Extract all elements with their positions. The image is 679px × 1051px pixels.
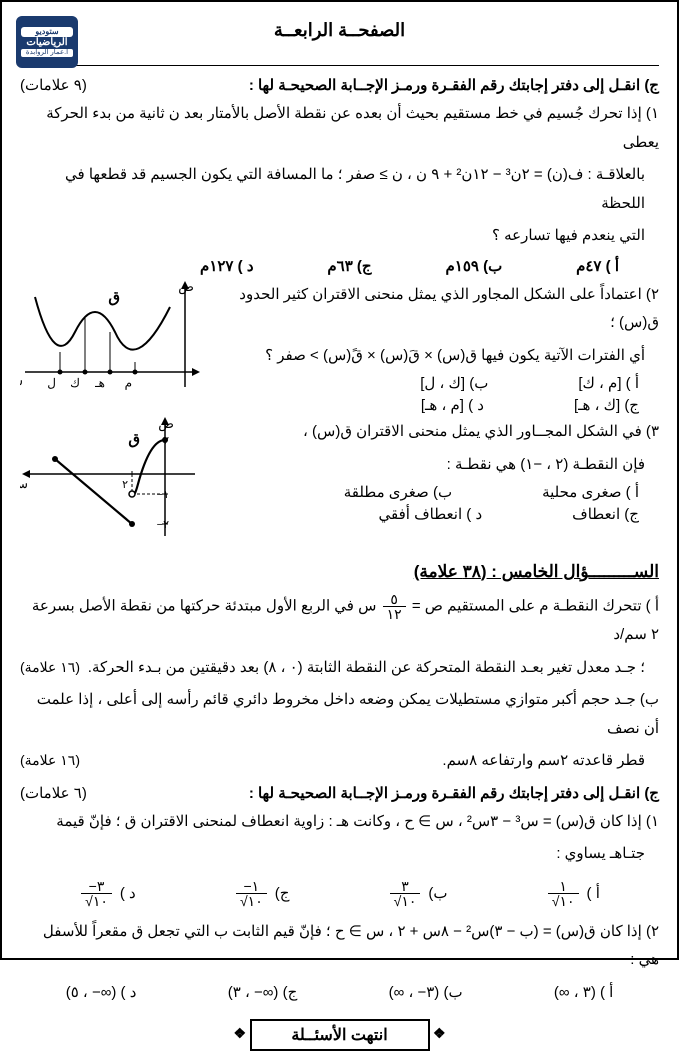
svg-text:ص: ص (178, 279, 194, 295)
q5a-marks: (١٦ علامة) (20, 654, 80, 683)
svg-text:ص: ص (158, 416, 174, 432)
q5b-line1: ب) جـد حجم أكبر متوازي مستطيلات يمكن وضع… (20, 686, 659, 743)
q2-line1: ٢) اعتماداً على الشكل المجاور الذي يمثل … (210, 281, 659, 338)
q1-b: ب) ١٥٩م (445, 257, 502, 275)
q5a-num: ٥ (383, 592, 406, 607)
q3-choices-row2: ج) انعطاف د ) انعطاف أفقي (220, 505, 639, 523)
q5c1-a: أ ) ١١٠√ (546, 879, 600, 908)
q1-line2: بالعلاقـة : ف(ن) = ٢ن³ − ١٢ن² + ٩ ن ، ن … (20, 161, 659, 218)
q5a-prefix: أ ) تتحرك النقطـة م على المستقيم ص = (408, 597, 659, 614)
q2-choices-row1: أ ) [م ، ك] ب) [ك ، ل] (220, 374, 639, 392)
logo-line3: أ.عمار الروابدة (21, 49, 73, 57)
q5c1-b-label: ب) (428, 884, 447, 902)
page-title: الصفحــة الرابعــة (20, 20, 659, 41)
svg-text:ك: ك (70, 376, 80, 390)
exam-page: ستوديو الرياضيات أ.عمار الروابدة الصفحــ… (0, 0, 679, 960)
q2-b: ب) [ك ، ل] (420, 374, 488, 392)
q3-d: د ) انعطاف أفقي (379, 505, 483, 523)
svg-text:س: س (20, 373, 23, 389)
q5c2-d: د ) (∞− ، ٥) (66, 983, 137, 1001)
q5a-line2-row: ؛ جـد معدل تغير بعـد النقطة المتحركة عن … (20, 654, 659, 683)
q5c1-c-label: ج) (275, 884, 290, 902)
svg-text:ل: ل (47, 376, 56, 390)
q3-graph: ص س ٢ ١− ٢− ٢ ق (20, 414, 205, 534)
svg-text:هـ: هـ (94, 376, 105, 390)
q1-choices: أ ) ٤٧م ب) ١٥٩م ج) ٦٣م د ) ١٢٧م (200, 257, 619, 275)
q5a-den: ١٢ (383, 607, 406, 621)
q3-c: ج) انعطاف (572, 505, 639, 523)
q5c2-text: ٢) إذا كان ق(س) = (ب − ٣)س² − ٨س + ٢ ، س… (20, 918, 659, 975)
q2-d: د ) [م ، هـ] (421, 396, 484, 414)
q5-title: الســـــــــؤال الخامس : (٣٨ علامة) (20, 562, 659, 582)
q1-d: د ) ١٢٧م (200, 257, 253, 275)
svg-text:م: م (125, 376, 132, 390)
svg-text:٢: ٢ (122, 479, 128, 491)
section-c-header: ج) انقـل إلى دفتر إجابتك رقم الفقـرة ورم… (20, 76, 659, 94)
section-c2-text: ج) انقـل إلى دفتر إجابتك رقم الفقـرة ورم… (249, 784, 659, 802)
q3-line1: ٣) في الشكل المجــاور الذي يمثل منحنى ال… (210, 418, 659, 447)
q2-a: أ ) [م ، ك] (578, 374, 639, 392)
logo-line2: الرياضيات (26, 37, 67, 49)
q5c1-c: ج) ١−١٠√ (234, 879, 289, 908)
q5c2-c: ج) (∞− ، ٣) (228, 983, 298, 1001)
svg-text:ق: ق (128, 431, 140, 448)
q5c1-choices: أ ) ١١٠√ ب) ٣١٠√ ج) ١−١٠√ د ) ٣−١٠√ (30, 879, 649, 908)
q5a-fraction: ٥ ١٢ (383, 592, 406, 621)
q2-graph: ص س ق ل ك هـ م (20, 277, 205, 397)
q3-b: ب) صغرى مطلقة (344, 483, 452, 501)
q3-line2: فإن النقطـة (٢ ، −١) هي نقطـة : (210, 451, 659, 480)
q5b-marks: (١٦ علامة) (20, 747, 80, 776)
q2-block: ٢) اعتماداً على الشكل المجاور الذي يمثل … (20, 281, 659, 415)
q1-line3: التي ينعدم فيها تسارعه ؟ (20, 222, 659, 251)
q2-c: ج) [ك ، هـ] (574, 396, 639, 414)
section-c-marks: (٩ علامات) (20, 76, 87, 94)
q3-a: أ ) صغرى محلية (542, 483, 639, 501)
section-c2-marks: (٦ علامات) (20, 784, 87, 802)
q3-block: ٣) في الشكل المجــاور الذي يمثل منحنى ال… (20, 418, 659, 548)
divider (20, 65, 659, 66)
q2-choices-row2: ج) [ك ، هـ] د ) [م ، هـ] (220, 396, 639, 414)
q5c1-b: ب) ٣١٠√ (388, 879, 448, 908)
q1-line1: ١) إذا تحرك جُسيم في خط مستقيم بحيث أن ب… (20, 100, 659, 157)
studio-logo: ستوديو الرياضيات أ.عمار الروابدة (16, 16, 78, 68)
svg-text:ق: ق (108, 289, 120, 306)
q5c1-line2: جتـاهـ يساوي : (20, 840, 659, 869)
q5a-line2: ؛ جـد معدل تغير بعـد النقطة المتحركة عن … (88, 654, 659, 683)
q5c1-d-label: د ) (120, 884, 136, 902)
q5c2-choices: أ ) (٣ ، ∞) ب) (٣− ، ∞) ج) (∞− ، ٣) د ) … (20, 983, 659, 1001)
q5c1-a-label: أ ) (587, 884, 600, 902)
section-c2-header: ج) انقـل إلى دفتر إجابتك رقم الفقـرة ورم… (20, 784, 659, 802)
q2-line2: أي الفترات الآتية يكون فيها ق(س) × قَ(س)… (210, 342, 659, 371)
q5c2-b: ب) (٣− ، ∞) (389, 983, 463, 1001)
svg-text:س: س (20, 476, 28, 492)
logo-line1: ستوديو (21, 27, 73, 37)
q1-c: ج) ٦٣م (327, 257, 371, 275)
q5c1-d: د ) ٣−١٠√ (79, 879, 136, 908)
q5b-line2-row: قطر قاعدته ٢سم وارتفاعه ٨سم. (١٦ علامة) (20, 747, 659, 776)
q1-a: أ ) ٤٧م (576, 257, 619, 275)
svg-text:١−: ١− (157, 489, 169, 501)
q5c2-a: أ ) (٣ ، ∞) (554, 983, 613, 1001)
q5c1-line1: ١) إذا كان ق(س) = س³ − ٣س² ، س ∋ ح ، وكا… (20, 808, 659, 837)
q5b-line2: قطر قاعدته ٢سم وارتفاعه ٨سم. (442, 747, 659, 776)
svg-text:٢−: ٢− (157, 519, 169, 531)
q3-choices-row1: أ ) صغرى محلية ب) صغرى مطلقة (220, 483, 639, 501)
end-banner: انتهت الأسئــلة (250, 1019, 430, 1051)
q5a-line1: أ ) تتحرك النقطـة م على المستقيم ص = ٥ ١… (20, 592, 659, 650)
section-c-text: ج) انقـل إلى دفتر إجابتك رقم الفقـرة ورم… (249, 76, 659, 94)
